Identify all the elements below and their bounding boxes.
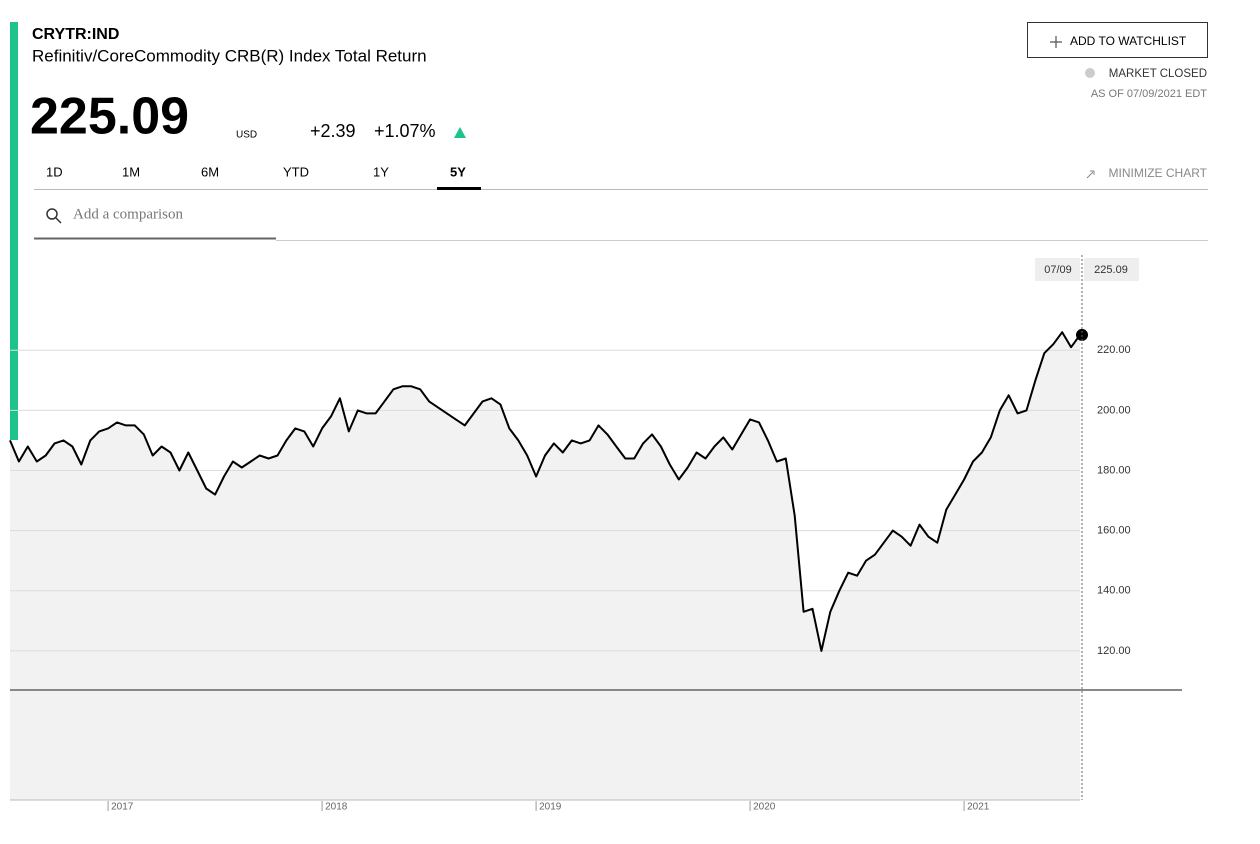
price-line (9, 331, 1081, 652)
y-tick-label: 180.00 (1097, 464, 1131, 476)
status-dot (1085, 68, 1095, 78)
x-tick-label: 2019 (539, 802, 562, 813)
search-placeholder: Add a comparison (73, 206, 183, 222)
range-tab[interactable]: 6M (201, 164, 219, 179)
accent-bar (10, 22, 18, 440)
range-tab[interactable]: 1M (122, 164, 140, 179)
x-tick-label: 2021 (967, 802, 990, 813)
search-icon (46, 208, 58, 220)
button-frame (1027, 22, 1208, 58)
crosshair-date-box (1035, 258, 1080, 281)
area-fill (10, 332, 1080, 800)
change: +2.39 (310, 121, 356, 141)
last-point (1076, 328, 1088, 341)
crosshair-value-box (1084, 258, 1139, 281)
range-tab[interactable]: 5Y (450, 164, 466, 179)
range-tab[interactable]: 1Y (373, 164, 389, 179)
comparison-search[interactable]: Add a comparison (46, 206, 183, 224)
y-tick-label: 200.00 (1097, 404, 1131, 416)
price: 225.09 (30, 88, 189, 146)
y-tick-label: 220.00 (1097, 344, 1131, 356)
market-status: MARKET CLOSED (1109, 68, 1207, 80)
minimize-icon (1086, 170, 1095, 179)
x-tick-label: 2017 (111, 802, 134, 813)
chart: BloombergMarkets120.00140.00160.00180.00… (9, 255, 1182, 813)
range-tab[interactable]: 1D (46, 164, 63, 179)
y-tick-label: 160.00 (1097, 525, 1131, 537)
minimize-label: MINIMIZE CHART (1109, 166, 1208, 180)
currency: USD (236, 130, 257, 141)
y-tick-label: 140.00 (1097, 585, 1131, 597)
range-tab[interactable]: YTD (283, 164, 309, 179)
watchlist-button[interactable]: ADD TO WATCHLIST (1027, 22, 1208, 58)
change-percent: +1.07% (374, 121, 436, 141)
index-name: Refinitiv/CoreCommodity CRB(R) Index Tot… (32, 46, 427, 65)
minimize-button[interactable]: MINIMIZE CHART (1086, 166, 1208, 180)
plus-icon (1050, 36, 1062, 48)
y-tick-label: 120.00 (1097, 645, 1131, 657)
crosshair-value: 225.09 (1094, 264, 1128, 276)
range-tabs: 1D 1M 6M YTD 1Y 5Y (46, 164, 466, 179)
up-arrow (454, 127, 466, 138)
search-icon-handle (55, 217, 62, 224)
symbol: CRYTR:IND (32, 26, 119, 43)
x-tick-label: 2018 (325, 802, 348, 813)
as-of: AS OF 07/09/2021 EDT (1091, 88, 1207, 100)
crosshair-date: 07/09 (1044, 264, 1072, 276)
button-label: ADD TO WATCHLIST (1070, 34, 1187, 48)
x-tick-label: 2020 (753, 802, 776, 813)
